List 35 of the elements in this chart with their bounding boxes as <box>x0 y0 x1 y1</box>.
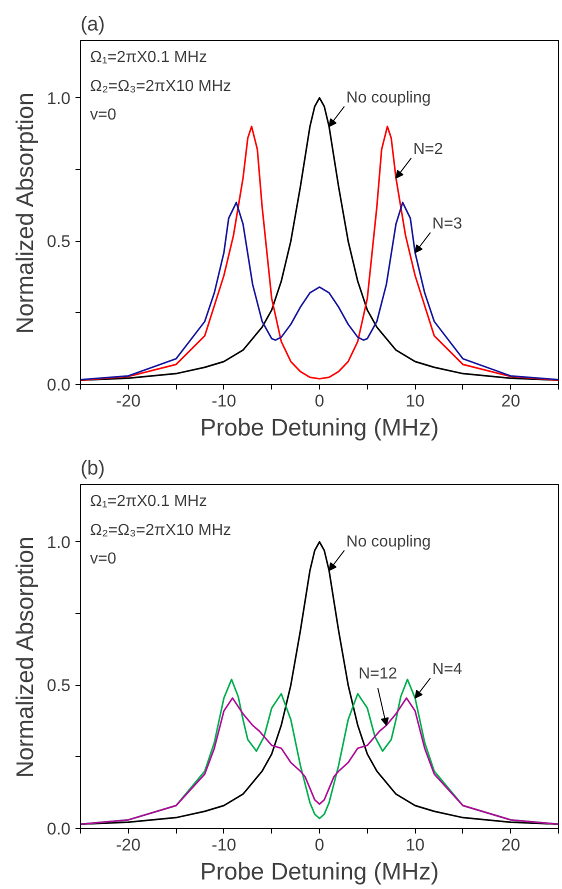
annotation: Ω₂=Ω₃=2πX10 MHz <box>90 522 232 539</box>
y-tick-label: 0.5 <box>46 232 71 252</box>
x-tick-label: -20 <box>116 836 141 854</box>
annotation: No coupling <box>346 533 431 550</box>
y-tick-label: 0.5 <box>46 676 71 696</box>
y-axis-title: Normalized Absorption <box>12 92 39 334</box>
annotation: v=0 <box>90 550 116 568</box>
annotation: Ω₂=Ω₃=2πX10 MHz <box>90 78 232 95</box>
x-tick-label: -10 <box>212 836 236 854</box>
annotation: N=2 <box>413 141 444 158</box>
x-tick-label: 0 <box>314 392 324 410</box>
y-tick-label: 1.0 <box>46 532 71 552</box>
annotation: N=3 <box>432 216 462 233</box>
y-tick-label: 0.0 <box>46 376 71 394</box>
x-tick-label: 10 <box>406 836 425 854</box>
x-tick-label: 20 <box>501 836 520 854</box>
line-series <box>80 202 558 380</box>
annotation: Ω₁=2πX0.1 MHz <box>90 49 207 66</box>
chart-title: (a) <box>80 14 105 36</box>
chart-title: (b) <box>80 458 105 480</box>
x-axis-title: Probe Detuning (MHz) <box>200 858 439 886</box>
annotation: Ω₁=2πX0.1 MHz <box>90 493 207 510</box>
y-axis-title: Normalized Absorption <box>12 536 39 778</box>
x-tick-label: 10 <box>406 392 425 410</box>
annotation: v=0 <box>90 106 116 124</box>
annotation: No coupling <box>346 89 431 106</box>
x-tick-label: -20 <box>116 392 141 410</box>
y-tick-label: 0.0 <box>46 820 71 838</box>
x-tick-label: 0 <box>314 836 324 854</box>
x-tick-label: 20 <box>501 392 520 410</box>
annotation: N=4 <box>432 661 462 678</box>
x-axis-title: Probe Detuning (MHz) <box>200 414 439 442</box>
y-tick-label: 1.0 <box>46 88 71 108</box>
x-tick-label: -10 <box>212 392 236 410</box>
annotation: N=12 <box>358 665 398 682</box>
